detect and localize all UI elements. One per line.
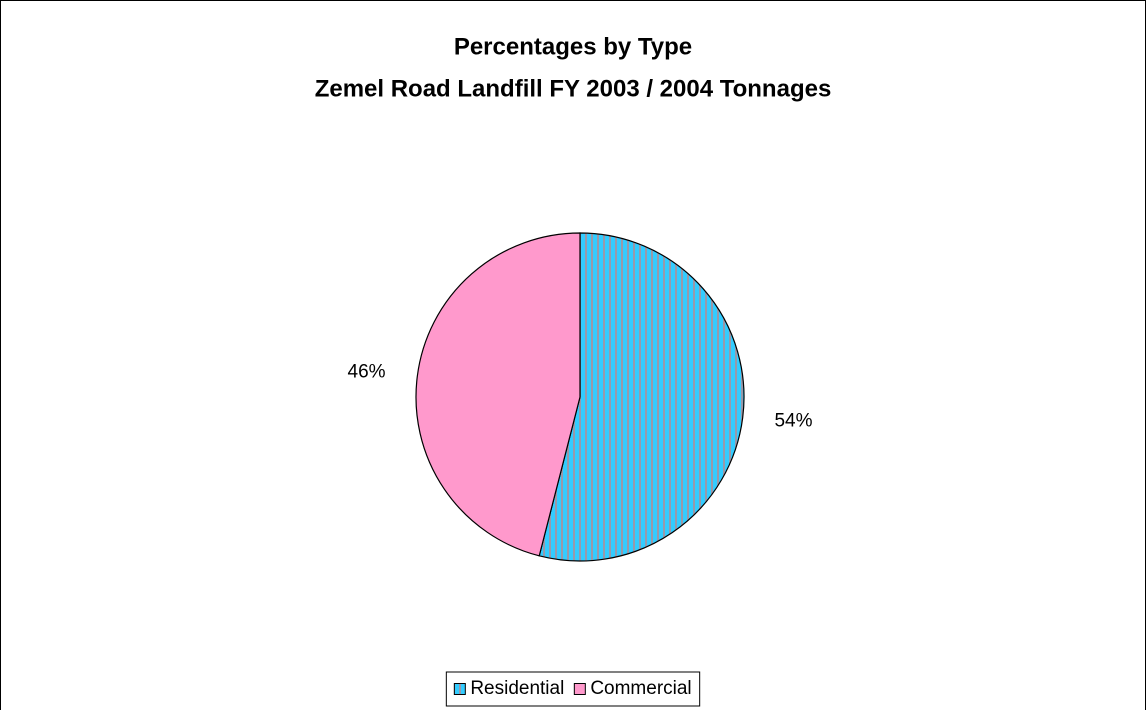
pie-slice: [538, 232, 745, 562]
legend-box: [445, 671, 701, 707]
chart-title: Percentages by Type: [454, 33, 692, 60]
chart-subtitle: Zemel Road Landfill FY 2003 / 2004 Tonna…: [315, 75, 832, 102]
legend-label: Commercial: [590, 678, 691, 699]
legend-swatch: [573, 683, 586, 695]
legend-label: Residential: [470, 678, 564, 699]
data-label: 46%: [348, 361, 386, 382]
data-label: 54%: [774, 411, 812, 432]
pie-slice: [415, 232, 581, 557]
legend-swatch: [453, 683, 466, 695]
